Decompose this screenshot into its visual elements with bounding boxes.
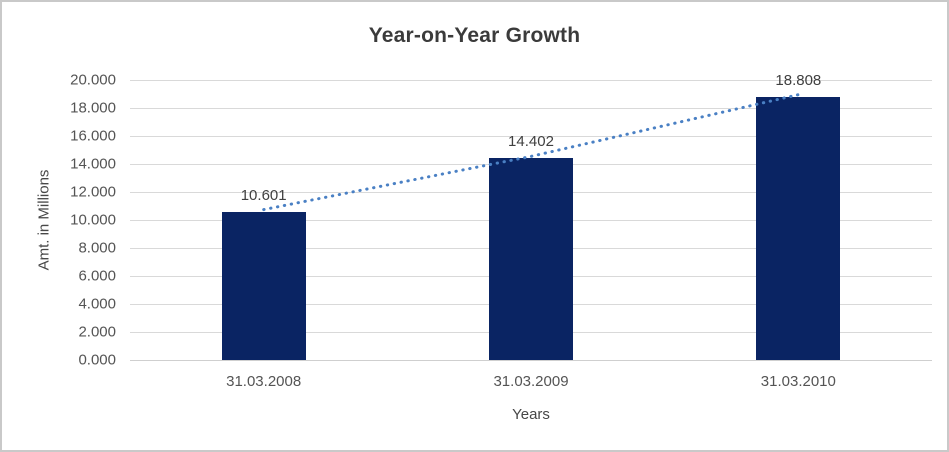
- y-tick-label: 14.000: [70, 155, 116, 173]
- y-tick-label: 10.000: [70, 211, 116, 229]
- y-axis-title: Amt. in Millions: [35, 169, 53, 271]
- x-tick-label: 31.03.2008: [226, 373, 302, 390]
- y-tick-label: 2.000: [78, 323, 116, 341]
- y-tick-label: 16.000: [70, 127, 116, 145]
- y-tick-label: 8.000: [78, 239, 116, 257]
- bar-31.03.2010: [756, 96, 841, 360]
- y-tick-label: 18.000: [70, 99, 116, 117]
- y-tick-label: 20.000: [70, 71, 116, 89]
- x-axis-line: [130, 360, 932, 361]
- x-axis-title: Years: [512, 406, 550, 423]
- y-tick-label: 12.000: [70, 183, 116, 201]
- x-tick-label: 31.03.2010: [760, 373, 836, 390]
- y-tick-label: 6.000: [78, 267, 116, 285]
- y-tick-label: 0.000: [78, 351, 116, 369]
- bar-31.03.2008: [221, 211, 306, 360]
- y-tick-label: 4.000: [78, 295, 116, 313]
- chart-title: Year-on-Year Growth: [368, 24, 581, 47]
- bar-31.03.2009: [489, 158, 573, 360]
- data-label: 14.402: [508, 133, 554, 151]
- x-tick-label: 31.03.2009: [493, 373, 569, 390]
- plot-area: 10.601 14.402 18.808: [130, 72, 932, 361]
- data-label: 18.808: [775, 71, 822, 89]
- data-label: 10.601: [240, 186, 287, 204]
- gridline: [130, 80, 932, 81]
